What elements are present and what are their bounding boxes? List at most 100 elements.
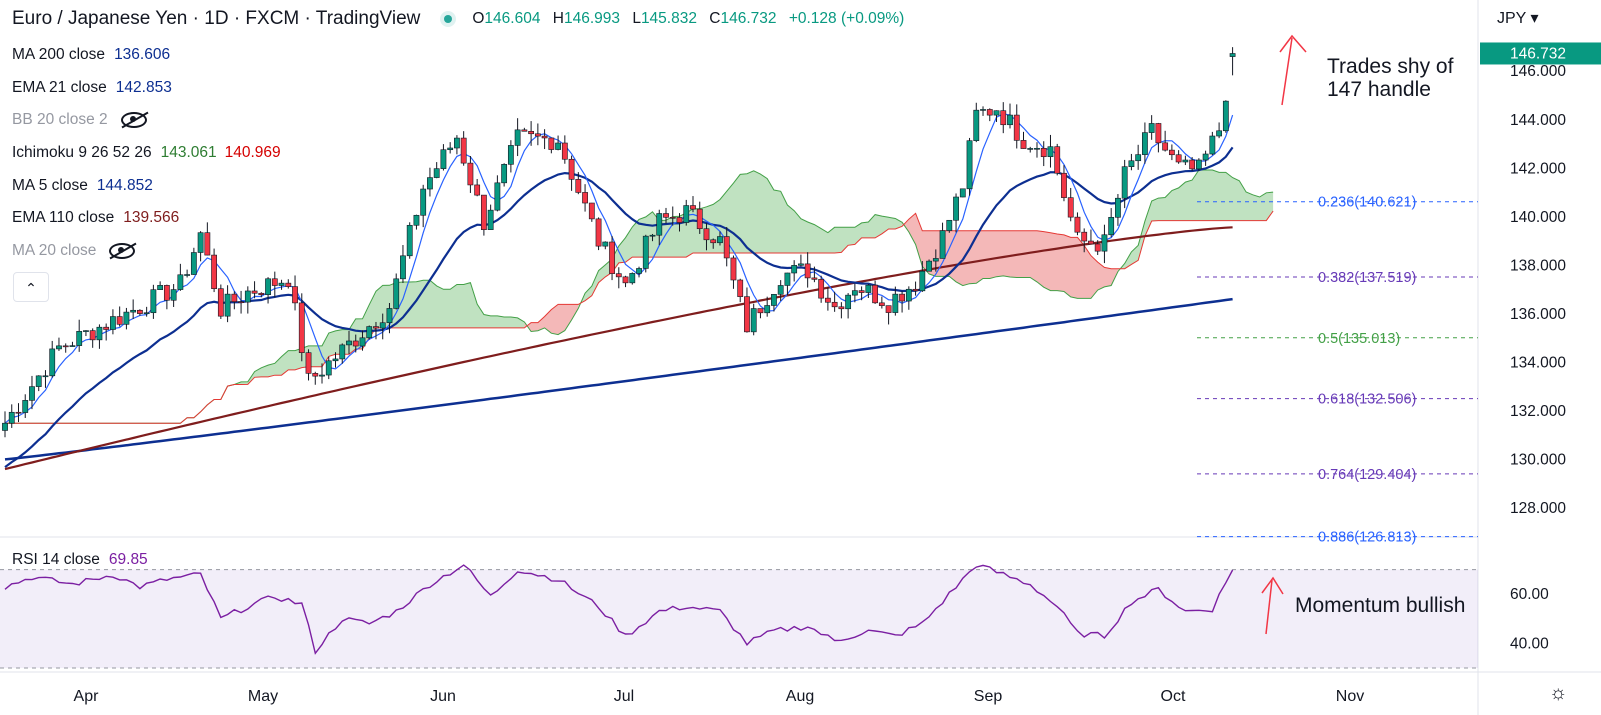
candle[interactable] [622, 275, 629, 288]
candle[interactable] [501, 163, 508, 187]
candle[interactable] [615, 267, 622, 289]
candle[interactable] [946, 219, 953, 233]
candle[interactable] [1047, 134, 1054, 168]
candle[interactable] [454, 135, 460, 155]
candle[interactable] [1088, 229, 1094, 245]
candle[interactable] [541, 129, 548, 150]
candle[interactable] [636, 266, 642, 278]
candle[interactable] [629, 272, 636, 285]
candle[interactable] [8, 404, 15, 428]
candle[interactable] [885, 305, 892, 325]
candle[interactable] [480, 194, 487, 236]
candle[interactable] [986, 108, 993, 122]
candle[interactable] [1148, 115, 1155, 140]
candle[interactable] [447, 142, 454, 154]
candle[interactable] [528, 121, 535, 146]
candle[interactable] [609, 235, 615, 281]
candle[interactable] [1195, 158, 1202, 171]
candle[interactable] [892, 286, 899, 316]
candle[interactable] [1013, 104, 1020, 149]
candle[interactable] [507, 140, 514, 173]
candle[interactable] [265, 277, 271, 304]
candle[interactable] [993, 110, 1000, 122]
candle[interactable] [238, 290, 244, 314]
candle[interactable] [959, 188, 966, 198]
candle[interactable] [96, 324, 103, 349]
candle[interactable] [258, 292, 265, 298]
candle[interactable] [427, 167, 433, 197]
candle[interactable] [285, 279, 292, 289]
candle[interactable] [804, 252, 811, 288]
hidden-eye-icon[interactable] [120, 112, 147, 129]
candle[interactable] [184, 269, 191, 278]
candle[interactable] [824, 287, 831, 311]
candle[interactable] [83, 330, 89, 337]
rsi-legend[interactable]: RSI 14 close 69.85 [12, 551, 148, 569]
candle[interactable] [696, 201, 703, 234]
candle[interactable] [784, 272, 791, 296]
legend-row-5[interactable]: EMA 110 close 139.566 [12, 202, 289, 235]
legend-row-0[interactable]: MA 200 close 136.606 [12, 39, 289, 72]
candle[interactable] [143, 306, 150, 317]
candle[interactable] [521, 127, 528, 132]
candle[interactable] [1027, 146, 1034, 153]
candle[interactable] [838, 302, 845, 319]
candle[interactable] [764, 296, 771, 317]
candle[interactable] [494, 175, 501, 212]
candle[interactable] [1142, 122, 1148, 164]
candle[interactable] [42, 370, 49, 388]
candle[interactable] [312, 371, 319, 385]
candle[interactable] [1216, 122, 1222, 139]
candle[interactable] [1222, 100, 1229, 133]
candle[interactable] [1168, 144, 1175, 161]
candle[interactable] [460, 131, 467, 166]
candle[interactable] [878, 296, 885, 309]
candle[interactable] [555, 135, 561, 151]
candle[interactable] [1067, 187, 1074, 222]
candle[interactable] [865, 284, 872, 298]
candle[interactable] [568, 155, 575, 191]
candle[interactable] [798, 254, 804, 267]
candle[interactable] [1182, 155, 1189, 166]
candle[interactable] [366, 325, 373, 340]
candle[interactable] [76, 319, 83, 352]
candle[interactable] [393, 273, 400, 310]
candle[interactable] [595, 217, 602, 251]
hidden-eye-icon[interactable] [109, 242, 136, 259]
candle[interactable] [649, 233, 656, 242]
candle[interactable] [271, 271, 278, 298]
candle[interactable] [703, 223, 710, 251]
candle[interactable] [899, 291, 905, 313]
candle[interactable] [777, 280, 784, 301]
currency-selector[interactable]: JPY ▾ [1497, 10, 1539, 27]
candle[interactable] [548, 137, 555, 154]
candle[interactable] [2, 411, 8, 438]
candle[interactable] [177, 263, 184, 291]
candle[interactable] [440, 144, 447, 171]
candle[interactable] [359, 330, 366, 351]
candle[interactable] [1034, 142, 1040, 158]
candle[interactable] [62, 343, 69, 353]
candle[interactable] [332, 352, 339, 368]
candle[interactable] [1209, 131, 1216, 156]
candle[interactable] [379, 313, 386, 340]
candle[interactable] [1040, 141, 1047, 167]
candle[interactable] [413, 214, 420, 230]
candle[interactable] [730, 255, 737, 289]
candle[interactable] [190, 247, 197, 275]
candle[interactable] [656, 209, 663, 246]
candle[interactable] [818, 275, 825, 303]
candle[interactable] [602, 241, 609, 250]
candle[interactable] [110, 309, 116, 335]
candle[interactable] [35, 375, 42, 392]
candle[interactable] [939, 222, 946, 259]
candle[interactable] [953, 193, 959, 233]
candle[interactable] [1020, 131, 1027, 149]
candle[interactable] [710, 238, 717, 249]
candle[interactable] [683, 199, 690, 226]
candle[interactable] [980, 106, 986, 116]
candle[interactable] [872, 280, 879, 304]
candle[interactable] [137, 309, 143, 316]
candle[interactable] [150, 284, 157, 319]
candle[interactable] [1101, 224, 1108, 264]
